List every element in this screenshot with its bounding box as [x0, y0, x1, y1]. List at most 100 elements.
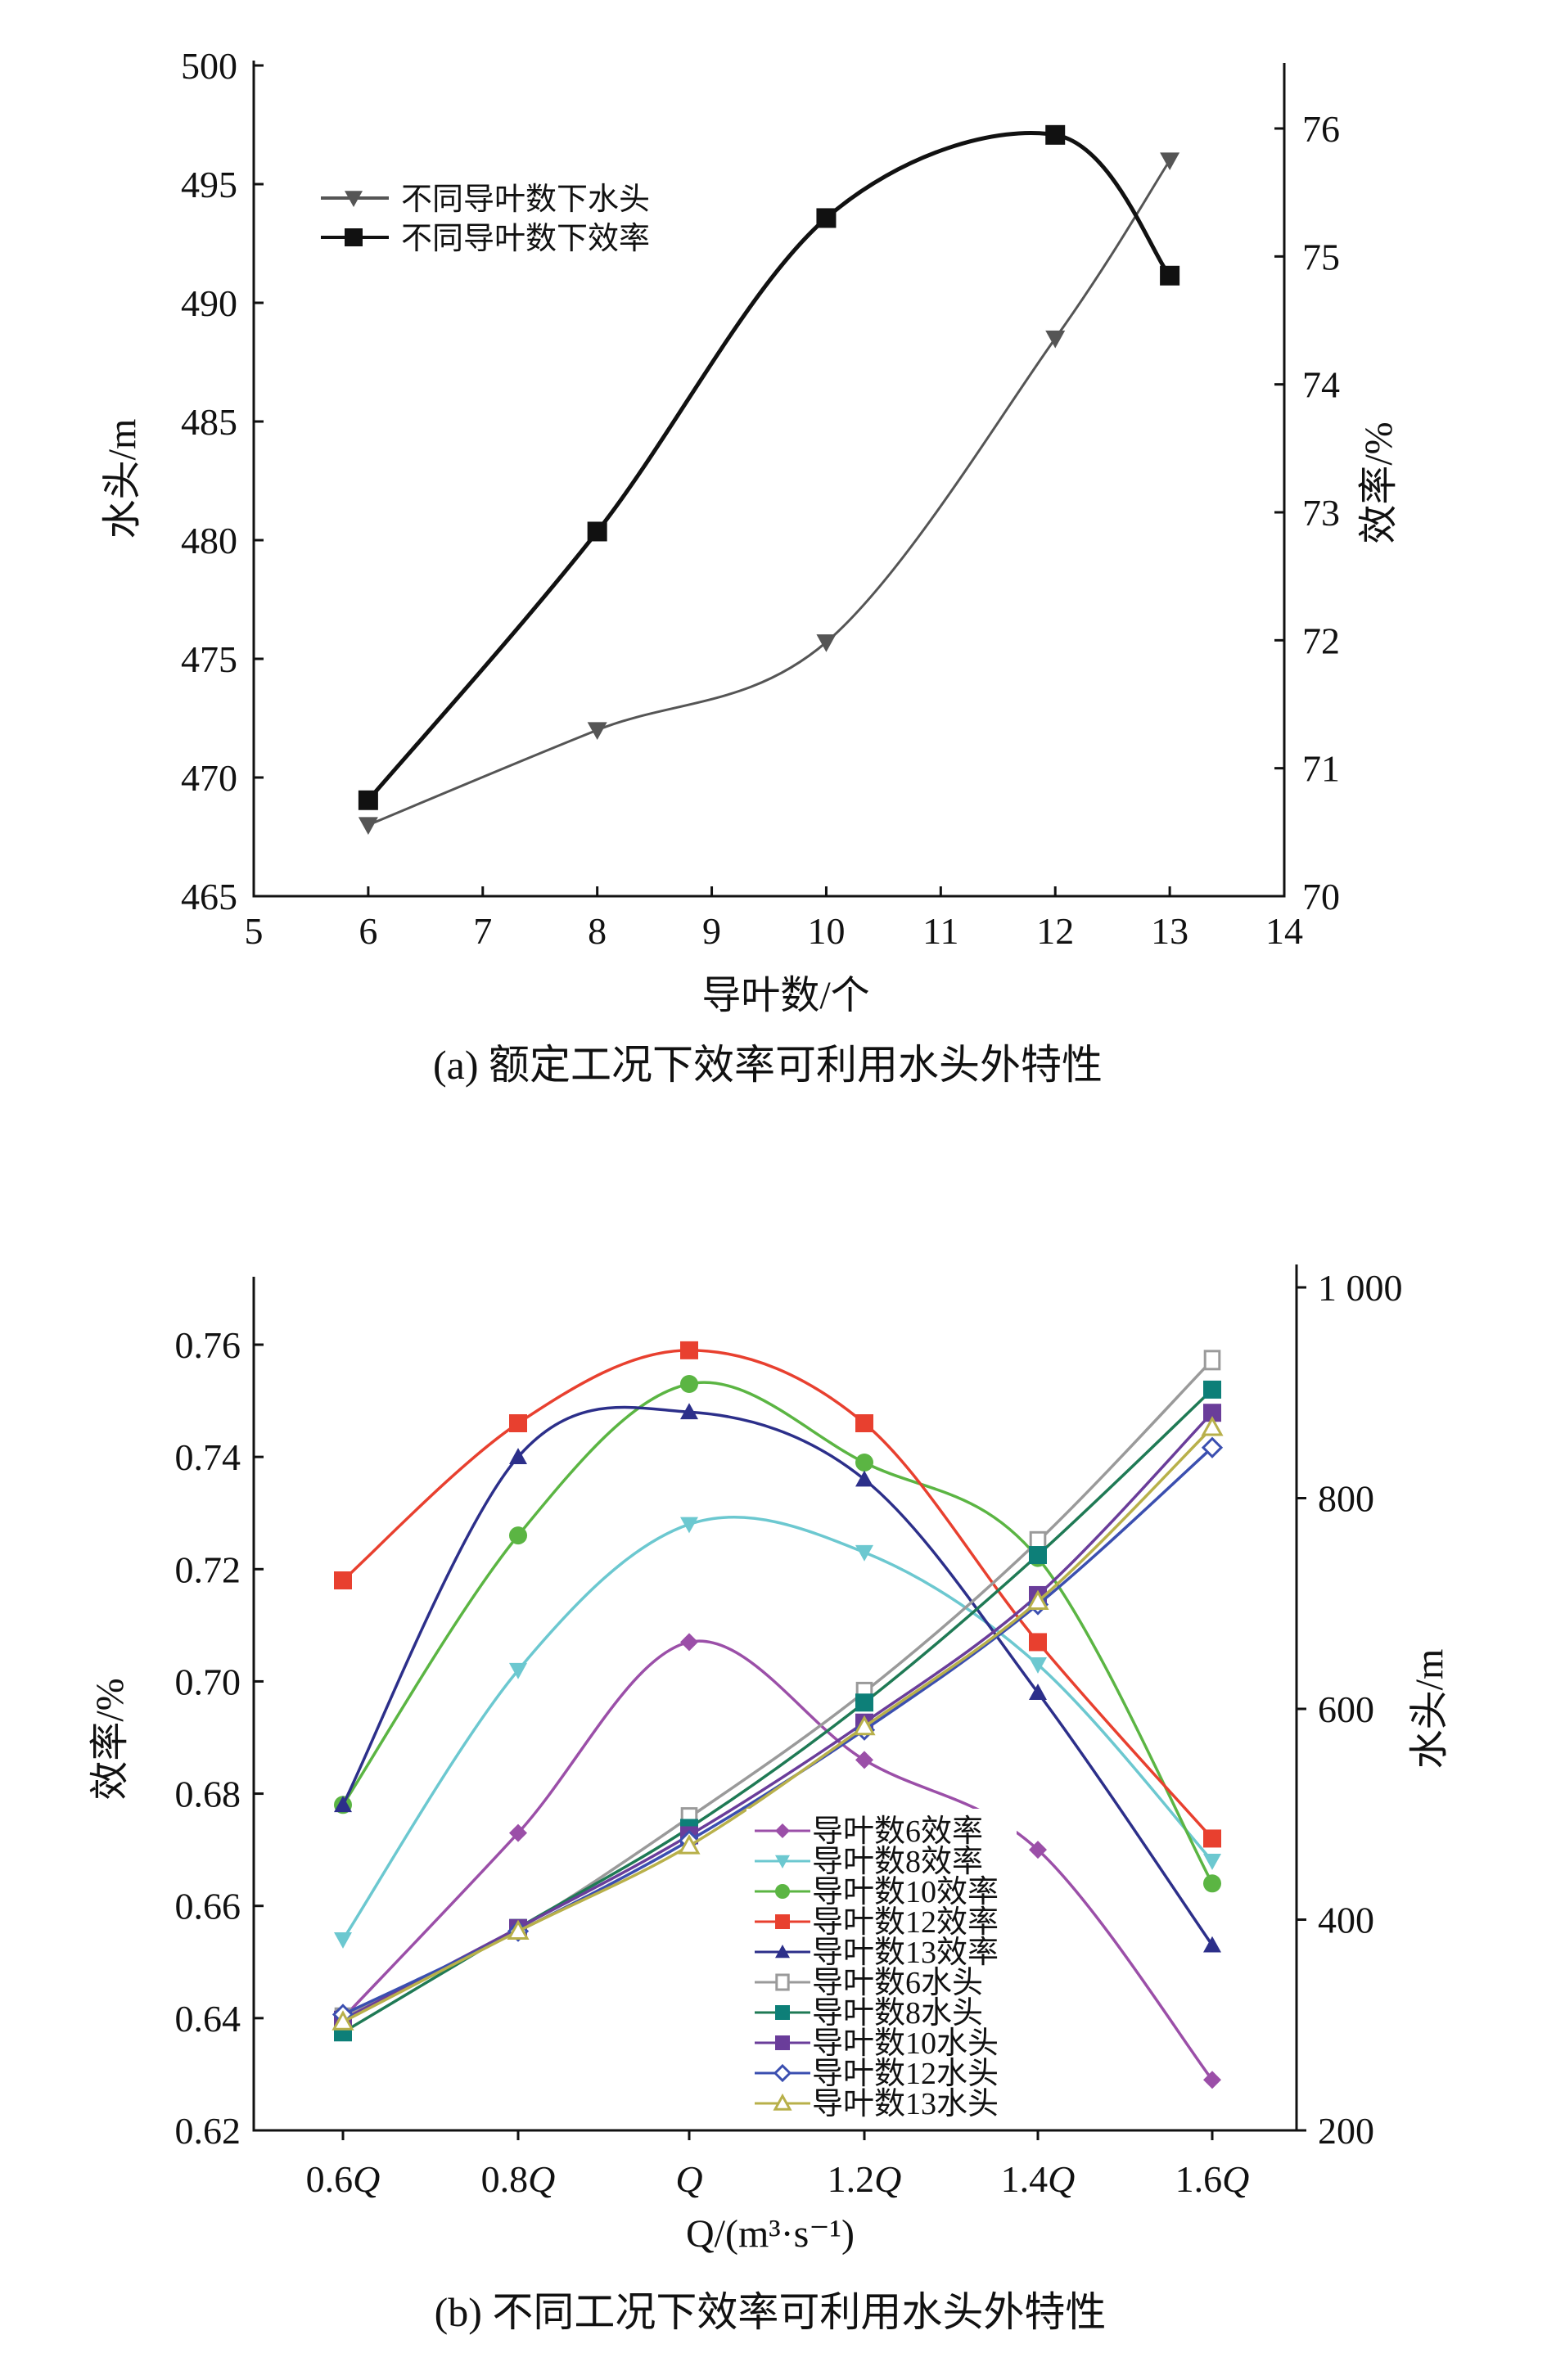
y2-tick-label: 71 [1302, 748, 1340, 790]
series-line [341, 1381, 1214, 1885]
data-point [509, 1823, 527, 1842]
data-point [775, 1973, 790, 1991]
data-point [358, 817, 378, 835]
caption-a: (a) 额定工况下效率可利用水头外特性 [433, 1042, 1103, 1088]
x-tick-label: 10 [807, 910, 845, 952]
legend-label: 导叶数12水头 [812, 2057, 999, 2091]
data-point [334, 1571, 352, 1589]
data-point [775, 1914, 790, 1929]
data-point [680, 1375, 698, 1393]
data-point [816, 208, 837, 228]
x-tick-label: 8 [588, 910, 607, 952]
y-tick-label: 0.76 [175, 1324, 241, 1366]
data-point [775, 1945, 790, 1959]
series-line [341, 1349, 1214, 1840]
data-point [509, 1414, 527, 1432]
axes [252, 1264, 1298, 2132]
x-tick-label: 0.8Q [481, 2158, 556, 2200]
x-tick-label: 14 [1265, 910, 1303, 952]
data-point [680, 1517, 698, 1534]
y2-tick-label: 600 [1318, 1688, 1374, 1730]
data-point [1160, 152, 1180, 170]
data-point [855, 1414, 873, 1432]
data-point [334, 1796, 352, 1813]
y2-tick-label: 75 [1302, 236, 1340, 277]
data-point [775, 1884, 790, 1899]
x-tick-label: 0.6Q [306, 2158, 381, 2200]
data-point [855, 1470, 873, 1487]
caption-b: (b) 不同工况下效率可利用水头外特性 [435, 2289, 1107, 2335]
data-point [345, 228, 363, 246]
y2-tick-label: 72 [1302, 620, 1340, 661]
data-point [773, 2063, 792, 2083]
y-tick-label: 0.72 [175, 1548, 241, 1590]
legend-label: 导叶数13效率 [812, 1936, 999, 1970]
legend-label: 导叶数6效率 [812, 1814, 983, 1849]
data-point [680, 1341, 698, 1359]
y2-tick-label: 73 [1302, 492, 1340, 534]
data-point [587, 521, 607, 542]
data-point [680, 1403, 698, 1420]
y-axis-label: 效率/% [88, 1678, 132, 1800]
y2-axis-label: 效率/% [1357, 421, 1400, 543]
data-point [1203, 1854, 1221, 1870]
data-point [1203, 1404, 1221, 1422]
y-tick-label: 465 [181, 876, 237, 917]
data-point [775, 2005, 790, 2020]
legend-label: 导叶数13水头 [812, 2087, 999, 2121]
y2-tick-label: 76 [1302, 108, 1340, 150]
data-point [509, 1526, 527, 1545]
legend-label: 导叶数8效率 [812, 1845, 983, 1879]
x-tick-label: 12 [1036, 910, 1074, 952]
legend-label: 导叶数8水头 [812, 1996, 983, 2031]
x-axis-label: 导叶数/个 [701, 974, 869, 1017]
series-line [366, 131, 1172, 802]
data-point [1026, 1589, 1049, 1610]
data-point [1203, 1829, 1221, 1848]
data-point [1203, 1350, 1221, 1371]
data-point [1203, 1874, 1221, 1893]
data-point [509, 1448, 527, 1464]
data-point [773, 2093, 792, 2111]
series-line [342, 1427, 1214, 2023]
series-line [341, 1405, 1214, 1946]
x-tick-label: 1.4Q [1001, 2158, 1076, 2200]
y-tick-label: 0.64 [175, 1998, 241, 2040]
legend-label: 不同导叶数下效率 [401, 222, 650, 256]
y-tick-label: 485 [181, 401, 237, 443]
series-line [341, 1639, 1214, 2081]
x-axis-label: Q/(m³·s⁻¹) [686, 2212, 855, 2256]
legend-label: 不同导叶数下水头 [401, 183, 650, 217]
axes [252, 61, 1286, 898]
data-point [332, 2010, 354, 2031]
y2-tick-label: 1 000 [1318, 1267, 1403, 1309]
y-tick-label: 470 [181, 757, 237, 799]
data-point [507, 1919, 530, 1940]
y-tick-label: 490 [181, 282, 237, 324]
y-tick-label: 475 [181, 638, 237, 680]
y-tick-label: 480 [181, 520, 237, 561]
legend: 导叶数6效率导叶数8效率导叶数10效率导叶数12效率导叶数13效率导叶数6水头导… [746, 1809, 1017, 2121]
y2-axis-label: 水头/m [1408, 1649, 1451, 1769]
data-point [587, 722, 607, 740]
data-point [358, 790, 378, 810]
data-point [509, 1662, 527, 1679]
data-point [775, 1823, 790, 1838]
x-tick-label: 9 [702, 910, 721, 952]
data-point [1045, 330, 1066, 349]
data-point [1201, 1436, 1224, 1458]
x-tick-label: 7 [473, 910, 492, 952]
x-tick-label: 11 [922, 910, 958, 952]
series-line [341, 1515, 1214, 1941]
data-point [855, 1693, 873, 1712]
data-point [775, 1855, 790, 1868]
data-point [1045, 124, 1066, 145]
data-point [1160, 265, 1180, 286]
series-line [342, 1412, 1214, 2022]
data-point [345, 191, 363, 207]
x-tick-label: 6 [359, 910, 377, 952]
y-tick-label: 0.70 [175, 1661, 241, 1702]
x-tick-label: 5 [245, 910, 264, 952]
y2-tick-label: 70 [1302, 876, 1340, 917]
